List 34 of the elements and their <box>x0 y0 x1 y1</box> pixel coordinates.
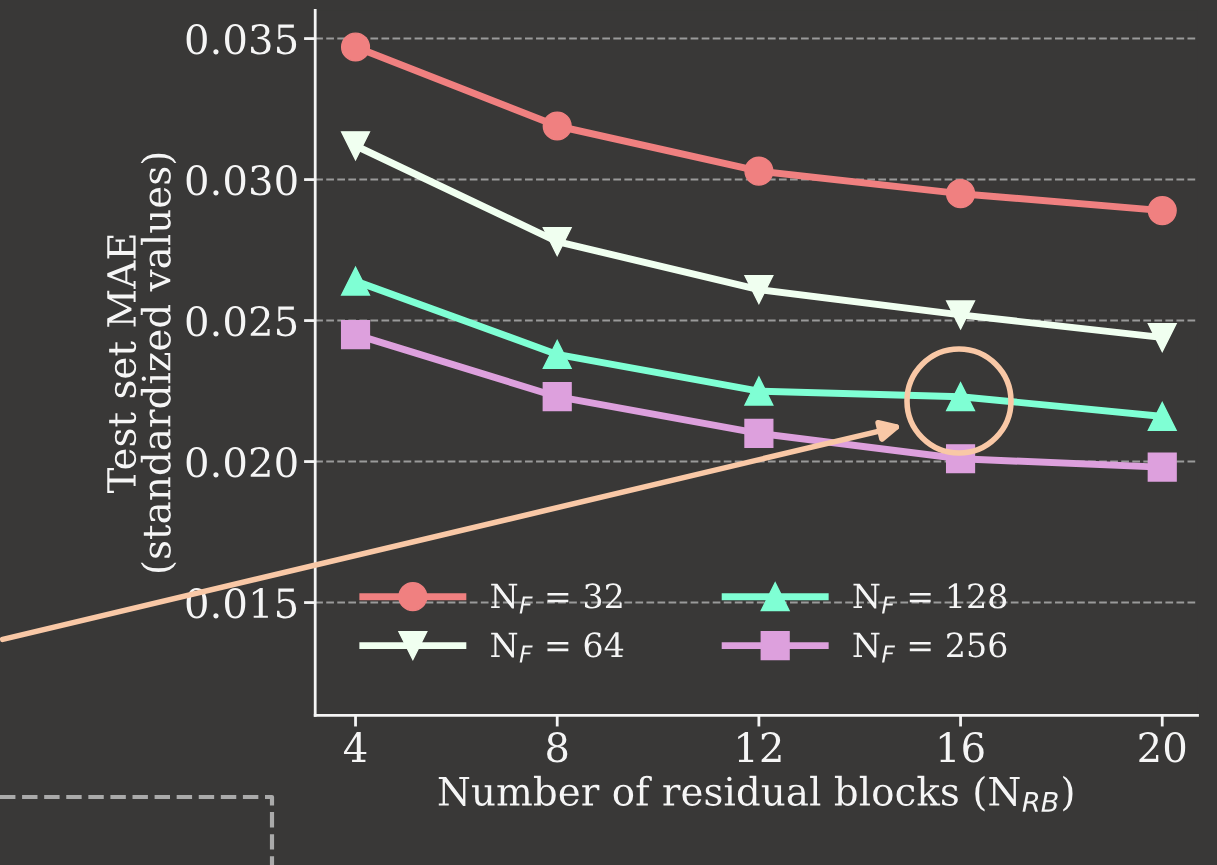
point <box>945 179 976 209</box>
legend-label: N$_{F}$ = 128 <box>853 583 1007 614</box>
point <box>542 111 572 141</box>
x-axis-title: Number of residual blocks (N$_{RB}$) <box>438 775 1073 812</box>
x-tick-label: 12 <box>738 732 781 762</box>
x-tick-label: 8 <box>547 732 568 763</box>
y-tick-label: 0.035 <box>186 23 297 55</box>
point <box>1147 401 1177 432</box>
point <box>340 131 371 161</box>
point <box>744 156 774 186</box>
x-tick-label: 16 <box>939 732 984 763</box>
x-tick-label: 4 <box>343 732 367 762</box>
point <box>1147 196 1177 226</box>
y-tick-label: 0.015 <box>186 587 297 619</box>
point <box>542 227 572 257</box>
point <box>340 320 371 350</box>
point <box>744 376 774 406</box>
point <box>542 382 572 412</box>
legend-label: N$_{F}$ = 256 <box>853 632 1007 663</box>
y-axis-title: Test set MAE (standardized values) <box>107 153 177 573</box>
point <box>744 274 774 305</box>
point <box>340 266 371 296</box>
legend-label: N$_{F}$ = 32 <box>491 583 622 614</box>
y-tick-label: 0.030 <box>186 164 297 196</box>
y-tick-label: 0.025 <box>186 305 297 337</box>
point <box>340 32 371 62</box>
point <box>1147 452 1177 482</box>
point <box>542 339 572 369</box>
y-tick-label: 0.020 <box>186 446 297 478</box>
x-tick-label: 20 <box>1139 732 1186 763</box>
legend-label: N$_{F}$ = 64 <box>491 632 624 663</box>
point <box>945 300 976 330</box>
point <box>1147 322 1177 353</box>
point <box>744 418 774 448</box>
